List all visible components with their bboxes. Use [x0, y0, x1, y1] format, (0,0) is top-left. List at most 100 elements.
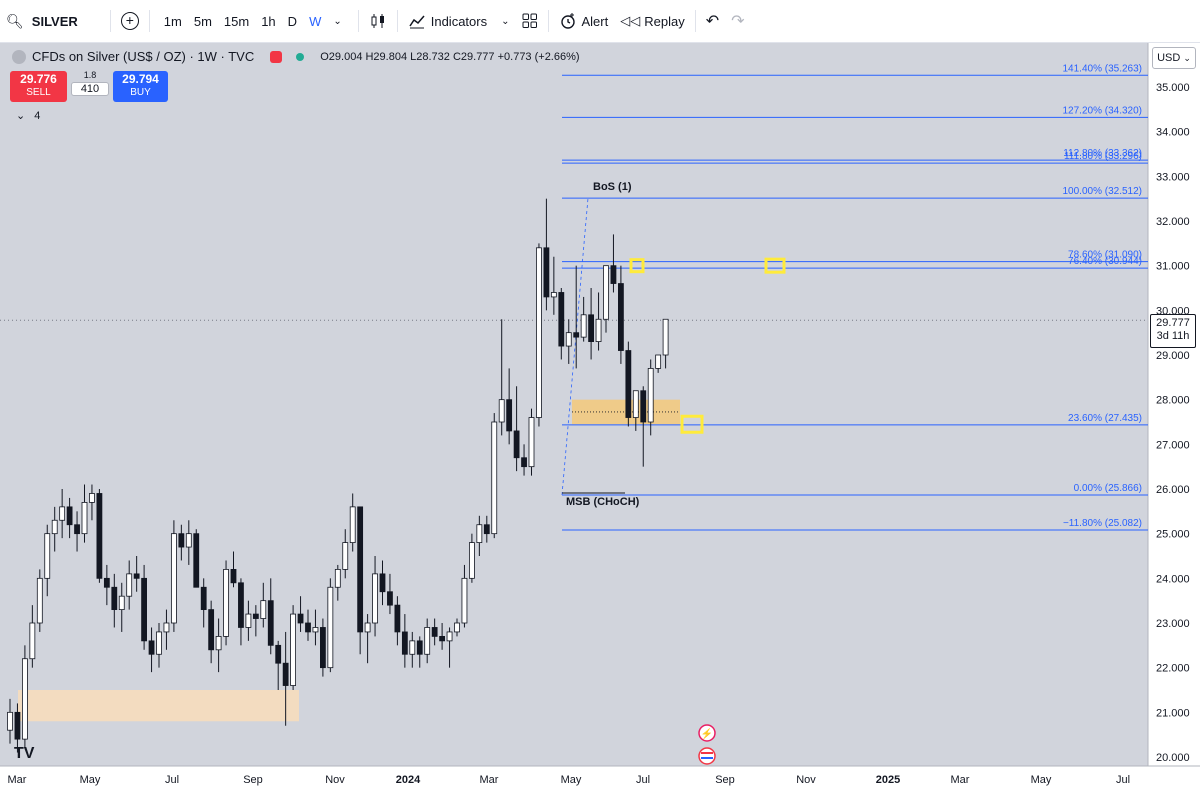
compare-button[interactable]: +: [115, 0, 145, 42]
symbol-search[interactable]: 🔍︎ SILVER: [0, 0, 84, 42]
fib-level-label: 112.80% (33.362): [1063, 148, 1142, 159]
candle-body: [342, 542, 349, 570]
divider: [109, 10, 111, 32]
sell-button[interactable]: 29.776 SELL: [10, 71, 67, 102]
candle-body: [59, 506, 66, 521]
price-tick-label: 31.000: [1156, 261, 1190, 273]
chart-area[interactable]: 141.40% (35.263) 127.20% (34.320) 112.80% …: [0, 43, 1200, 791]
interval-d[interactable]: D: [287, 13, 298, 29]
candle-body: [230, 569, 237, 584]
replay-button[interactable]: ◁◁ Replay: [614, 0, 690, 42]
candle-body: [185, 533, 192, 548]
candle-body: [580, 314, 587, 338]
candle-body: [454, 622, 460, 633]
candle-body: [148, 640, 155, 655]
currency-label: USD: [1157, 52, 1181, 64]
chart-type-button[interactable]: [363, 0, 393, 42]
price-tick-label: 34.000: [1156, 127, 1190, 139]
candle-body: [312, 627, 319, 633]
redo-button[interactable]: ↷: [725, 0, 750, 42]
candle-body: [21, 658, 28, 740]
time-tick-label: Sep: [715, 774, 735, 786]
candle-body: [178, 533, 185, 548]
candle-body: [647, 367, 654, 423]
candle-body: [595, 318, 602, 342]
interval-w[interactable]: W: [309, 13, 322, 29]
fib-level-label: 76.40% (30.944): [1068, 256, 1142, 267]
interval-1h[interactable]: 1h: [261, 13, 276, 29]
time-tick-label: Mar: [951, 774, 970, 786]
layouts-button[interactable]: [516, 0, 544, 42]
candle-body: [424, 627, 431, 655]
candle-body: [111, 586, 118, 610]
candle-body: [103, 577, 110, 588]
tradingview-logo: TV: [14, 745, 35, 762]
lightning-icon: ⚡: [701, 727, 713, 740]
price-tick-label: 27.000: [1156, 439, 1190, 451]
price-tick-label: 21.000: [1156, 707, 1190, 719]
candle-body: [401, 631, 408, 655]
candle-body: [409, 640, 416, 655]
candle-body: [200, 586, 207, 610]
chevron-down-icon: ⌄: [16, 110, 26, 122]
indicators-button[interactable]: Indicators ⌄: [402, 0, 516, 42]
search-icon: 🔍︎: [6, 12, 24, 29]
top-toolbar: 🔍︎ SILVER + 1m 5m 15m 1h D W ⌄ Indicator…: [0, 0, 1200, 43]
candle-body: [506, 399, 513, 432]
dividend-event-icon[interactable]: [698, 724, 716, 742]
time-tick-label: Jul: [1116, 774, 1130, 786]
time-tick-label: Jul: [636, 774, 650, 786]
price-tick-label: 22.000: [1156, 663, 1190, 675]
candle-body: [387, 591, 393, 606]
interval-5m[interactable]: 5m: [193, 13, 212, 29]
last-price-tag: 29.777 3d 11h: [1150, 314, 1196, 348]
highlight-box[interactable]: [680, 414, 704, 434]
candle-body: [632, 390, 639, 418]
candle-body: [141, 577, 148, 642]
candle-body: [483, 524, 490, 535]
chevron-down-icon[interactable]: ⌄: [333, 15, 342, 27]
indicator-count: 4: [34, 110, 41, 122]
candle-body: [126, 573, 133, 597]
ohlc-values: O29.004 H29.804 L28.732 C29.777 +0.773 (…: [320, 50, 580, 63]
indicators-icon: [409, 15, 425, 29]
candle-body: [498, 399, 505, 423]
time-tick-label: May: [80, 774, 101, 786]
candle-body: [275, 644, 282, 664]
time-tick-label: 2024: [396, 774, 421, 786]
candle-body: [528, 417, 535, 468]
price-chart[interactable]: 141.40% (35.263) 127.20% (34.320) 112.80% …: [0, 43, 1200, 791]
candle-body: [282, 662, 289, 686]
interval-15m[interactable]: 15m: [223, 13, 250, 29]
last-price: 29.777: [1156, 317, 1190, 329]
currency-button[interactable]: USD ⌄: [1152, 47, 1196, 69]
candle-body: [96, 493, 103, 579]
highlight-box[interactable]: [764, 257, 786, 274]
candle-body: [603, 265, 609, 320]
undo-button[interactable]: ↶: [700, 0, 725, 42]
price-tick-label: 20.000: [1156, 752, 1190, 764]
candle-body: [81, 501, 88, 535]
candle-body: [543, 247, 550, 298]
candle-body: [439, 636, 446, 642]
price-axis-background: [1148, 43, 1200, 766]
candle-body: [238, 582, 244, 628]
divider: [357, 10, 359, 32]
highlight-box[interactable]: [629, 258, 645, 274]
candle-body: [379, 573, 386, 593]
interval-1m[interactable]: 1m: [163, 13, 182, 29]
silver-flag-icon: [12, 49, 26, 64]
us-flag-event-icon[interactable]: [698, 747, 716, 765]
candle-body: [215, 636, 222, 651]
candle-body: [364, 622, 371, 633]
sell-price: 29.776: [20, 72, 57, 86]
buy-button[interactable]: 29.794 BUY: [113, 71, 168, 102]
undo-icon: ↶: [705, 13, 720, 30]
candle-body: [29, 622, 36, 660]
fib-swing-line: [561, 198, 589, 496]
alert-button[interactable]: Alert: [553, 0, 615, 42]
quantity-input[interactable]: 410: [71, 82, 109, 96]
live-dot-icon: [296, 52, 305, 61]
indicators-collapse[interactable]: ⌄ 4: [16, 109, 40, 122]
candle-body: [468, 542, 475, 579]
